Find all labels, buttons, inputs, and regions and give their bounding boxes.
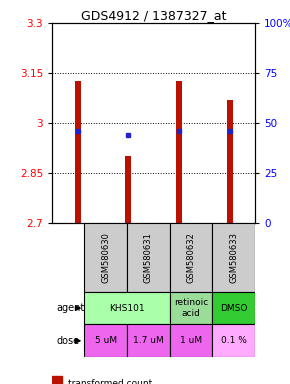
- Bar: [125, 156, 131, 223]
- Text: retinoic
acid: retinoic acid: [174, 298, 208, 318]
- Bar: [213, 223, 255, 292]
- Bar: [227, 99, 233, 223]
- Text: transformed count: transformed count: [68, 379, 153, 384]
- Bar: [75, 81, 81, 223]
- Text: GSM580630: GSM580630: [101, 232, 110, 283]
- Text: GSM580633: GSM580633: [229, 232, 238, 283]
- Bar: [213, 292, 255, 324]
- Bar: [52, 376, 62, 384]
- Text: agent: agent: [57, 303, 85, 313]
- Text: 0.1 %: 0.1 %: [221, 336, 247, 345]
- Text: GSM580632: GSM580632: [186, 232, 195, 283]
- Bar: [213, 324, 255, 357]
- Bar: [176, 81, 182, 223]
- Text: 5 uM: 5 uM: [95, 336, 117, 345]
- Bar: [170, 223, 213, 292]
- Bar: [84, 292, 170, 324]
- Bar: [84, 223, 127, 292]
- Text: 1.7 uM: 1.7 uM: [133, 336, 164, 345]
- Bar: [127, 324, 170, 357]
- Bar: [170, 292, 213, 324]
- Text: KHS101: KHS101: [109, 304, 145, 313]
- Text: dose: dose: [57, 336, 79, 346]
- Title: GDS4912 / 1387327_at: GDS4912 / 1387327_at: [81, 9, 226, 22]
- Text: GSM580631: GSM580631: [144, 232, 153, 283]
- Bar: [84, 324, 127, 357]
- Text: DMSO: DMSO: [220, 304, 248, 313]
- Bar: [170, 324, 213, 357]
- Text: 1 uM: 1 uM: [180, 336, 202, 345]
- Bar: [127, 223, 170, 292]
